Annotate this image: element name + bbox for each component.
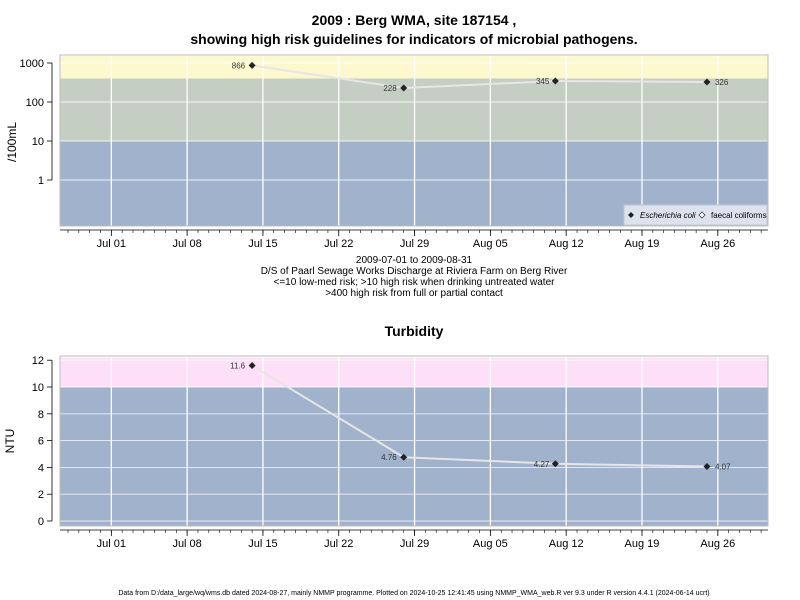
data-point (248, 362, 256, 370)
x-tick-label: Aug 26 (700, 238, 735, 250)
x-tick-label: Aug 12 (549, 238, 584, 250)
panel1-frame (59, 54, 769, 227)
panel1-title: 2009 : Berg WMA, site 187154 , (312, 12, 517, 28)
x-tick-label: Jul 15 (248, 538, 277, 550)
data-point (703, 462, 711, 470)
panel2-y-label: NTU (3, 429, 17, 454)
y-tick-label: 8 (38, 409, 44, 421)
x-tick-label: Aug 19 (625, 238, 660, 250)
data-point (400, 84, 408, 92)
series-line (251, 64, 707, 90)
data-point (551, 77, 559, 85)
y-tick-label: 12 (32, 355, 44, 367)
series-line (251, 364, 707, 468)
legend-box (623, 204, 768, 226)
panel1-y-label: /100mL (5, 122, 19, 162)
panel2-grid (60, 356, 768, 526)
panel1-legend: Escherichia coli faecal coliforms (623, 204, 768, 226)
footer-note: Data from D:/data_large/wq/wms.db dated … (118, 590, 709, 597)
y-tick-label: 1 (38, 175, 44, 187)
x-tick-label: Jul 29 (400, 238, 429, 250)
panel1-series-ecoli: 866 228 345 326 (232, 61, 729, 93)
data-point (248, 61, 256, 69)
x-tick-label: Jul 22 (324, 538, 353, 550)
data-label: 4.76 (381, 453, 397, 462)
data-label: 866 (232, 61, 246, 70)
panel2-frame (59, 355, 769, 527)
caption-date-range: 2009-07-01 to 2009-08-31 (356, 255, 473, 266)
x-tick-label: Jul 08 (172, 238, 201, 250)
panel1-subtitle: showing high risk guidelines for indicat… (190, 31, 637, 47)
x-tick-label: Aug 05 (473, 538, 508, 550)
caption-contact-risk: >400 high risk from full or partial cont… (325, 288, 503, 299)
data-point (703, 78, 711, 86)
caption-drinking-risk: <=10 low-med risk; >10 high risk when dr… (274, 277, 556, 288)
data-label: 4.27 (534, 460, 550, 469)
x-tick-label: Jul 01 (97, 538, 126, 550)
data-label: 4.07 (715, 462, 731, 471)
panel2-series-turbidity: 11.6 4.76 4.27 4.07 (230, 362, 731, 472)
caption-site: D/S of Paarl Sewage Works Discharge at R… (261, 266, 568, 277)
panel2-y-axis: 0 2 4 6 8 10 12 (32, 355, 53, 528)
data-label: 228 (383, 84, 397, 93)
x-tick-label: Jul 01 (97, 238, 126, 250)
x-tick-label: Aug 05 (473, 238, 508, 250)
data-label: 11.6 (230, 362, 246, 371)
x-tick-label: Jul 15 (248, 238, 277, 250)
y-tick-label: 10 (32, 136, 44, 148)
panel2-x-axis: Jul 01 Jul 08 Jul 15 Jul 22 Jul 29 Aug 05 Aug … (60, 529, 768, 550)
legend-marker-faecal (698, 211, 706, 219)
data-label: 326 (715, 78, 729, 87)
legend-label-ecoli: Escherichia coli (640, 211, 696, 220)
panel1-y-axis: 1 10 100 1000 (20, 58, 53, 187)
panel1-x-axis: Jul 01 Jul 08 Jul 15 Jul 22 Jul 29 Aug 05 Aug … (60, 229, 768, 250)
x-tick-label: Aug 26 (700, 538, 735, 550)
y-tick-label: 100 (26, 97, 44, 109)
x-tick-label: Jul 29 (400, 538, 429, 550)
panel2-title: Turbidity (385, 323, 444, 339)
x-tick-label: Aug 19 (625, 538, 660, 550)
y-tick-label: 6 (38, 436, 44, 448)
data-point (400, 453, 408, 461)
y-tick-label: 10 (32, 382, 44, 394)
x-tick-label: Aug 12 (549, 538, 584, 550)
data-label: 345 (536, 77, 550, 86)
legend-label-faecal: faecal coliforms (711, 211, 767, 220)
y-tick-label: 0 (38, 516, 44, 528)
x-tick-label: Jul 22 (324, 238, 353, 250)
x-tick-label: Jul 08 (172, 538, 201, 550)
legend-marker-ecoli (628, 212, 634, 218)
y-tick-label: 4 (38, 462, 44, 474)
y-tick-label: 2 (38, 489, 44, 501)
y-tick-label: 1000 (20, 58, 44, 70)
data-point (551, 460, 559, 468)
